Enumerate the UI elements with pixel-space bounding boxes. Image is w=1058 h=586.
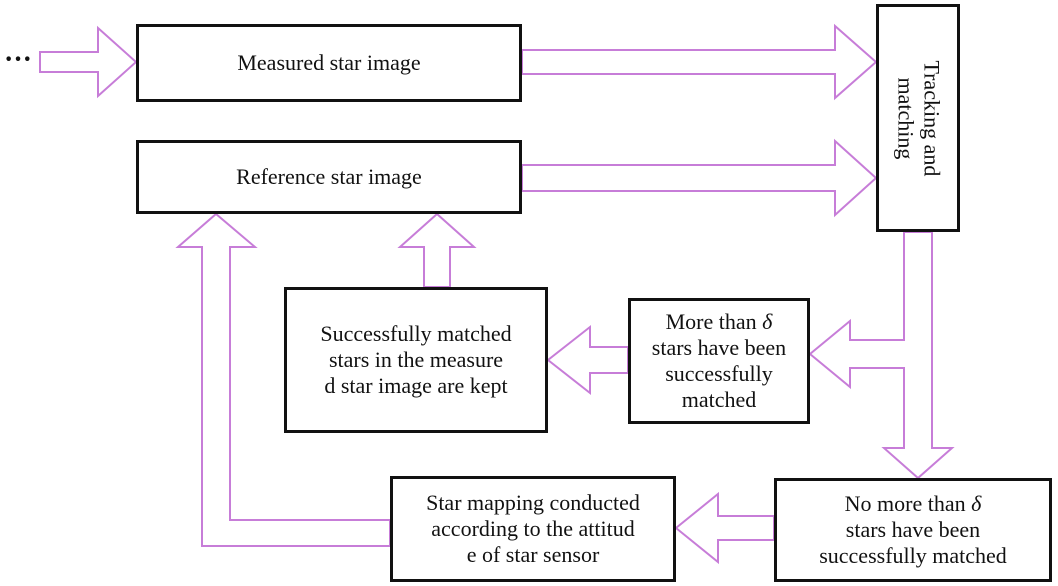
- star-mapping-box: Star mapping conducted according to the a…: [390, 476, 676, 582]
- more-than-delta-label: More than δ stars have been successfully ma…: [651, 309, 787, 412]
- kept-to-reference-arrow: [397, 212, 477, 288]
- ellipsis-marker: ···: [4, 44, 33, 75]
- matched-stars-kept-box: Successfully matched stars in the measure…: [284, 287, 548, 433]
- reference-to-tracking-arrow: [521, 138, 878, 218]
- measured-star-image-label: Measured star image: [237, 50, 421, 76]
- input-arrow: [39, 25, 138, 99]
- reference-star-image-box: Reference star image: [136, 140, 522, 214]
- more-to-kept-arrow: [546, 324, 629, 396]
- no-more-than-delta-label: No more than δ stars have been successfull…: [819, 491, 1007, 568]
- measured-to-tracking-arrow: [521, 23, 878, 101]
- tracking-matching-box: Tracking and matching: [876, 4, 960, 232]
- measured-star-image-box: Measured star image: [136, 24, 522, 102]
- tracking-matching-label: Tracking and matching: [893, 60, 945, 176]
- mapping-to-reference-arrow: [175, 212, 391, 547]
- star-mapping-label: Star mapping conducted according to the a…: [426, 490, 640, 567]
- tracking-split-arrow: [808, 231, 955, 480]
- more-than-delta-box: More than δ stars have been successfully ma…: [628, 298, 810, 424]
- nomore-to-mapping-arrow: [674, 491, 775, 565]
- reference-star-image-label: Reference star image: [236, 164, 422, 190]
- no-more-than-delta-box: No more than δ stars have been successfull…: [774, 478, 1052, 582]
- matched-stars-kept-label: Successfully matched stars in the measure…: [320, 321, 512, 398]
